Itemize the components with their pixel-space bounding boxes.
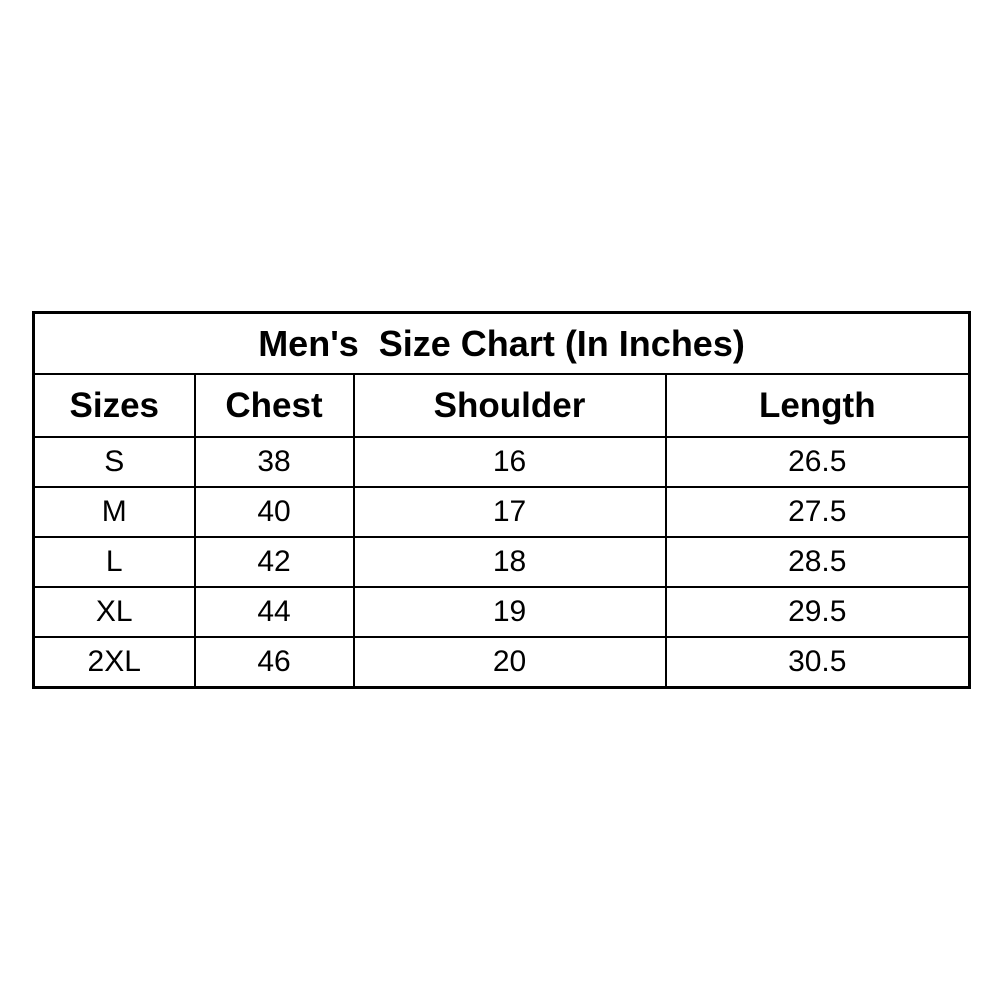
cell-size: 2XL xyxy=(32,636,196,689)
table-header-row: Sizes Chest Shoulder Length xyxy=(32,373,971,438)
table-row-m: M 40 17 27.5 xyxy=(32,486,971,538)
cell-size: M xyxy=(32,486,196,538)
cell-shoulder: 19 xyxy=(352,586,667,638)
table-row-l: L 42 18 28.5 xyxy=(32,536,971,588)
column-header-length: Length xyxy=(664,373,971,438)
cell-chest: 40 xyxy=(193,486,355,538)
table-title: Men's Size Chart (In Inches) xyxy=(32,311,971,375)
cell-length: 29.5 xyxy=(664,586,971,638)
cell-chest: 44 xyxy=(193,586,355,638)
cell-shoulder: 20 xyxy=(352,636,667,689)
cell-shoulder: 16 xyxy=(352,436,667,488)
cell-length: 27.5 xyxy=(664,486,971,538)
cell-length: 30.5 xyxy=(664,636,971,689)
table-row-s: S 38 16 26.5 xyxy=(32,436,971,488)
cell-size: L xyxy=(32,536,196,588)
table-title-row: Men's Size Chart (In Inches) xyxy=(32,311,971,375)
cell-size: S xyxy=(32,436,196,488)
cell-chest: 42 xyxy=(193,536,355,588)
column-header-shoulder: Shoulder xyxy=(352,373,667,438)
size-chart-table: Men's Size Chart (In Inches) Sizes Chest… xyxy=(32,311,972,689)
table-row-xl: XL 44 19 29.5 xyxy=(32,586,971,638)
cell-shoulder: 17 xyxy=(352,486,667,538)
cell-length: 26.5 xyxy=(664,436,971,488)
column-header-sizes: Sizes xyxy=(32,373,196,438)
cell-chest: 38 xyxy=(193,436,355,488)
cell-length: 28.5 xyxy=(664,536,971,588)
cell-chest: 46 xyxy=(193,636,355,689)
column-header-chest: Chest xyxy=(193,373,355,438)
table-row-2xl: 2XL 46 20 30.5 xyxy=(32,636,971,689)
cell-size: XL xyxy=(32,586,196,638)
cell-shoulder: 18 xyxy=(352,536,667,588)
